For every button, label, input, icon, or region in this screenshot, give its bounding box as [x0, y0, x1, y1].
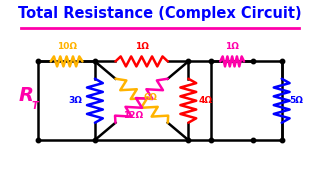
- Text: 6Ω: 6Ω: [143, 93, 157, 102]
- Text: T: T: [31, 101, 38, 111]
- Text: 12Ω: 12Ω: [123, 111, 143, 120]
- Text: 3Ω: 3Ω: [68, 96, 82, 105]
- Text: 4Ω: 4Ω: [198, 96, 212, 105]
- Text: 10Ω: 10Ω: [57, 42, 76, 51]
- Text: Total Resistance (Complex Circuit): Total Resistance (Complex Circuit): [18, 6, 302, 21]
- Text: 1Ω: 1Ω: [225, 42, 239, 51]
- Text: 1Ω: 1Ω: [135, 42, 148, 51]
- Text: R: R: [19, 86, 34, 105]
- Text: 5Ω: 5Ω: [289, 96, 303, 105]
